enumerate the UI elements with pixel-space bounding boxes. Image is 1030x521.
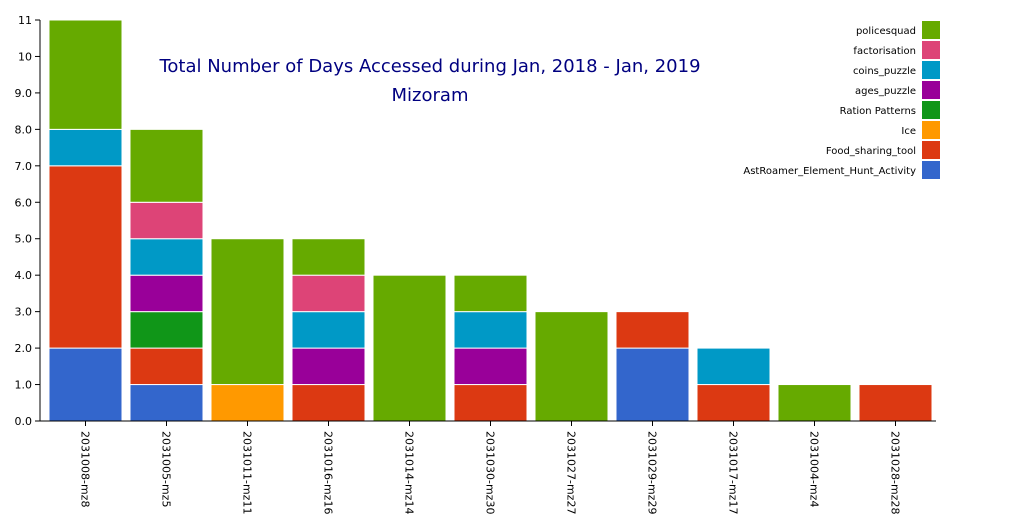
bar-segment-policesquad xyxy=(372,274,447,422)
bar-segment-coins-puzzle xyxy=(453,311,528,349)
x-ticks: 2031008-mz8 2031005-mz5 2031011-mz11 203101… xyxy=(79,421,902,514)
bar-segment-ration-patterns xyxy=(129,311,204,349)
y-tick-label: 3.0 xyxy=(15,306,33,319)
legend-label: factorisation xyxy=(853,46,916,57)
legend-swatch xyxy=(922,141,940,159)
x-tick-label: 2031004-mz4 xyxy=(808,431,821,507)
y-tick-label: 4.0 xyxy=(15,269,33,282)
bar-segment-coins-puzzle xyxy=(48,128,123,167)
axes xyxy=(39,20,936,422)
bar-segment-policesquad xyxy=(534,311,609,422)
legend-label: ages_puzzle xyxy=(855,86,916,97)
legend-swatch xyxy=(922,81,940,99)
bar-segment-policesquad xyxy=(777,384,852,422)
legend-swatch xyxy=(922,161,940,179)
bar-segment-astroamer-element-hunt-activity xyxy=(615,347,690,422)
bar-segment-food-sharing-tool xyxy=(129,347,204,386)
y-ticks: 0.0 1.0 2.0 3.0 4.0 5.0 6.0 7.0 8.0 9.0 10 11 xyxy=(15,14,40,428)
bar-segment-food-sharing-tool xyxy=(615,311,690,349)
legend-label: policesquad xyxy=(856,26,916,37)
y-tick-label: 9.0 xyxy=(15,87,33,100)
bar-segment-coins-puzzle xyxy=(129,238,204,276)
x-tick-label: 2031014-mz14 xyxy=(403,431,416,514)
bars-layer xyxy=(48,19,933,422)
bar-segment-policesquad xyxy=(453,274,528,313)
chart-subtitle: Mizoram xyxy=(392,85,469,106)
y-tick-label: 5.0 xyxy=(15,233,33,246)
legend-swatch xyxy=(922,41,940,59)
bar-segment-astroamer-element-hunt-activity xyxy=(129,384,204,422)
bar-segment-policesquad xyxy=(291,238,366,276)
chart-title: Total Number of Days Accessed during Jan… xyxy=(158,56,700,77)
x-tick-label: 2031016-mz16 xyxy=(322,431,335,514)
bar-segment-ages-puzzle xyxy=(453,347,528,386)
x-tick-label: 2031027-mz27 xyxy=(565,431,578,514)
legend-swatch xyxy=(922,21,940,39)
bar-segment-policesquad xyxy=(48,19,123,130)
legend-swatch xyxy=(922,101,940,119)
bar-segment-astroamer-element-hunt-activity xyxy=(48,347,123,422)
bar-segment-ages-puzzle xyxy=(291,347,366,386)
x-tick-label: 2031011-mz11 xyxy=(241,431,254,514)
y-tick-label: 2.0 xyxy=(15,342,33,355)
bar-segment-food-sharing-tool xyxy=(48,165,123,349)
bar-segment-factorisation xyxy=(129,201,204,240)
bar-segment-food-sharing-tool xyxy=(696,384,771,422)
x-tick-label: 2031028-mz28 xyxy=(889,431,902,514)
x-tick-label: 2031029-mz29 xyxy=(646,431,659,514)
bar-segment-coins-puzzle xyxy=(696,347,771,386)
bar-segment-food-sharing-tool xyxy=(858,384,933,422)
y-tick-label: 6.0 xyxy=(15,196,33,209)
y-tick-label: 8.0 xyxy=(15,123,33,136)
legend-swatch xyxy=(922,121,940,139)
x-tick-label: 2031008-mz8 xyxy=(79,431,92,507)
y-tick-label: 11 xyxy=(18,14,32,27)
bar-segment-ice xyxy=(210,384,285,422)
legend-label: coins_puzzle xyxy=(853,66,916,77)
y-tick-label: 1.0 xyxy=(15,379,33,392)
bar-segment-factorisation xyxy=(291,274,366,313)
legend-label: Ration Patterns xyxy=(840,106,916,117)
legend: policesquad factorisation coins_puzzleages… xyxy=(743,21,940,179)
bar-segment-policesquad xyxy=(129,128,204,203)
bar-segment-policesquad xyxy=(210,238,285,386)
legend-label: Food_sharing_tool xyxy=(826,146,916,157)
legend-label: Ice xyxy=(901,126,916,137)
x-tick-label: 2031005-mz5 xyxy=(160,431,173,507)
legend-swatch xyxy=(922,61,940,79)
bar-segment-food-sharing-tool xyxy=(291,384,366,422)
x-tick-label: 2031030-mz30 xyxy=(484,431,497,514)
bar-segment-food-sharing-tool xyxy=(453,384,528,422)
y-tick-label: 0.0 xyxy=(15,415,33,428)
legend-label: AstRoamer_Element_Hunt_Activity xyxy=(743,166,916,177)
x-tick-label: 2031017-mz17 xyxy=(727,431,740,514)
y-tick-label: 10 xyxy=(18,50,32,63)
bar-segment-ages-puzzle xyxy=(129,274,204,313)
y-tick-label: 7.0 xyxy=(15,160,33,173)
bar-segment-coins-puzzle xyxy=(291,311,366,349)
